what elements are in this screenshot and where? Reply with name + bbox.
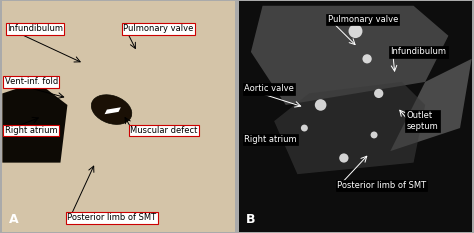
Text: Vent-inf. fold: Vent-inf. fold bbox=[5, 77, 58, 86]
Polygon shape bbox=[274, 82, 425, 174]
Polygon shape bbox=[2, 1, 235, 232]
Polygon shape bbox=[2, 82, 67, 163]
Text: Posterior limb of SMT: Posterior limb of SMT bbox=[67, 213, 156, 223]
Text: Right atrium: Right atrium bbox=[5, 126, 57, 135]
Polygon shape bbox=[251, 6, 448, 105]
Text: B: B bbox=[246, 212, 256, 226]
Circle shape bbox=[374, 89, 383, 98]
Circle shape bbox=[315, 99, 327, 111]
Text: Infundibulum: Infundibulum bbox=[390, 47, 447, 56]
Text: Aortic valve: Aortic valve bbox=[244, 84, 294, 93]
Text: Pulmonary valve: Pulmonary valve bbox=[123, 24, 193, 33]
Ellipse shape bbox=[91, 95, 132, 124]
Text: Muscular defect: Muscular defect bbox=[130, 126, 198, 135]
Polygon shape bbox=[105, 107, 121, 114]
Text: Right atrium: Right atrium bbox=[244, 135, 297, 144]
Circle shape bbox=[371, 131, 378, 138]
Text: A: A bbox=[9, 212, 19, 226]
Text: Posterior limb of SMT: Posterior limb of SMT bbox=[337, 181, 426, 190]
Text: Pulmonary valve: Pulmonary valve bbox=[328, 15, 398, 24]
Circle shape bbox=[339, 153, 348, 163]
Circle shape bbox=[301, 125, 308, 131]
Circle shape bbox=[363, 54, 372, 63]
Text: Infundibulum: Infundibulum bbox=[7, 24, 63, 33]
Polygon shape bbox=[239, 1, 472, 232]
Circle shape bbox=[348, 24, 363, 38]
Polygon shape bbox=[390, 59, 472, 151]
Text: Outlet
septum: Outlet septum bbox=[407, 111, 438, 131]
